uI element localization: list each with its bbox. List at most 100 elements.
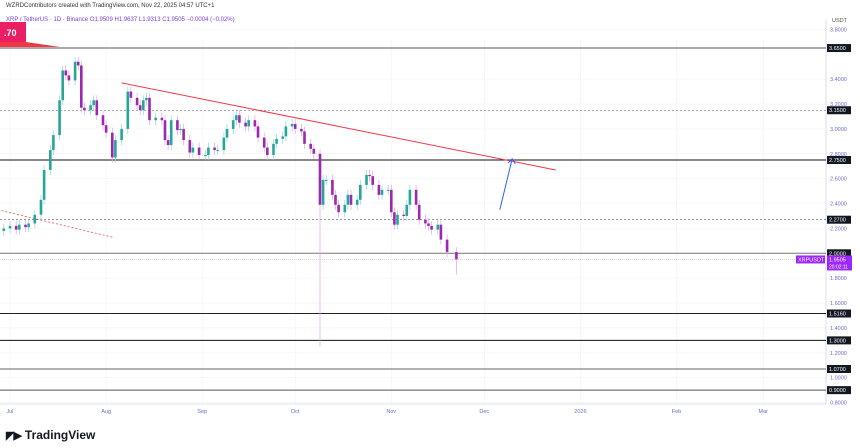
candle-body	[337, 204, 340, 213]
time-axis-tick: Aug	[101, 409, 111, 415]
candle-body	[188, 140, 192, 153]
candle-body	[76, 61, 80, 66]
candle-body	[160, 117, 164, 121]
level-price-label-bg	[827, 249, 851, 258]
candle-body	[49, 150, 52, 170]
symbol-ohlc-legend: XRP / TetherUS · 1D · Binance O1.9509 H1…	[6, 17, 235, 23]
candle-body	[138, 105, 142, 111]
candle-body	[402, 214, 405, 216]
price-axis-tick: 2.2000	[830, 226, 847, 232]
price-axis-tick: 1.0000	[830, 376, 847, 382]
candle-body	[365, 174, 368, 185]
candle-body	[2, 228, 6, 231]
candle-body	[235, 115, 238, 121]
candle-body	[439, 224, 443, 240]
candle-body	[303, 131, 306, 144]
price-badge: .70	[0, 22, 26, 42]
candle-body	[52, 135, 55, 151]
candle-body	[58, 100, 61, 136]
candle-body	[284, 126, 288, 137]
candle-body	[390, 189, 393, 213]
price-axis-tick: 3.0000	[830, 127, 847, 133]
candle-body	[455, 252, 458, 260]
time-axis-tick: 2026	[574, 409, 586, 415]
candle-body	[290, 123, 294, 127]
time-axis-tick: Mar	[759, 409, 769, 415]
candle-body	[253, 120, 257, 127]
candle-body	[324, 179, 328, 181]
candle-body	[321, 179, 325, 205]
tradingview-logo[interactable]: ◤▶ TradingView	[6, 428, 96, 442]
candle-body	[104, 125, 108, 133]
projection-arrow	[499, 158, 513, 210]
candle-body	[414, 189, 418, 205]
candle-body	[120, 128, 123, 141]
candle-body	[163, 120, 167, 141]
candle-body	[126, 91, 130, 129]
price-axis-tick: 3.8000	[830, 27, 847, 33]
level-price-label: 1.3000	[829, 338, 846, 344]
level-price-label: 3.6500	[829, 46, 846, 52]
candle-body	[169, 120, 173, 146]
price-axis-tick: 2.4000	[830, 202, 847, 208]
current-price-label-bg	[827, 255, 852, 271]
candle-body	[73, 61, 77, 81]
candle-body	[142, 100, 145, 111]
candle-body	[176, 120, 179, 131]
candle-body	[281, 136, 285, 139]
candle-body	[430, 225, 433, 230]
candle-body	[393, 212, 396, 225]
price-axis-tick: 1.6000	[830, 301, 847, 307]
candle-body	[331, 179, 334, 195]
level-price-label: 0.9000	[829, 388, 846, 394]
candle-body	[154, 117, 157, 121]
level-price-label-bg	[827, 215, 851, 224]
trendline	[0, 209, 113, 238]
candle-body	[417, 204, 421, 220]
candle-body	[262, 137, 266, 148]
candle-body	[380, 189, 384, 195]
level-price-label-bg	[827, 364, 851, 373]
price-axis-tick: 3.4000	[830, 77, 847, 83]
candle-body	[8, 225, 12, 229]
level-price-label-bg	[827, 336, 851, 345]
candle-body	[101, 115, 105, 126]
candle-body	[80, 65, 83, 108]
candle-body	[256, 126, 260, 138]
candle-body	[182, 128, 185, 141]
candle-body	[408, 189, 412, 205]
candle-body	[312, 148, 316, 154]
candle-body	[334, 194, 337, 205]
candle-body	[42, 169, 46, 200]
candle-body	[377, 184, 381, 195]
symbol-label-bg	[796, 255, 825, 264]
candle-body	[225, 128, 229, 138]
candle-body	[424, 219, 427, 224]
candle-body	[244, 122, 247, 127]
time-axis-tick: Dec	[479, 409, 489, 415]
level-price-label: 2.2700	[829, 218, 846, 224]
candle-body	[18, 224, 21, 230]
tradingview-logo-icon: ◤▶	[6, 429, 22, 442]
candle-body	[179, 128, 182, 131]
candle-body	[129, 91, 133, 98]
candle-body	[148, 97, 151, 121]
price-axis-unit: USDT	[832, 18, 848, 24]
price-axis-tick: 1.2000	[830, 351, 847, 357]
candle-body	[386, 189, 390, 191]
candle-body	[300, 128, 303, 132]
time-axis-tick: Oct	[291, 409, 300, 415]
candle-body	[83, 107, 86, 111]
candle-body	[197, 147, 201, 156]
candle-body	[216, 150, 219, 152]
level-price-label-bg	[827, 309, 851, 318]
candle-body	[89, 105, 92, 111]
candle-body	[14, 225, 18, 230]
candle-body	[247, 120, 250, 127]
candle-body	[207, 147, 210, 156]
candle-body	[405, 204, 409, 216]
level-price-label: 1.0700	[829, 367, 846, 373]
time-axis-tick: Jul	[6, 409, 13, 415]
level-price-label-bg	[827, 106, 851, 115]
